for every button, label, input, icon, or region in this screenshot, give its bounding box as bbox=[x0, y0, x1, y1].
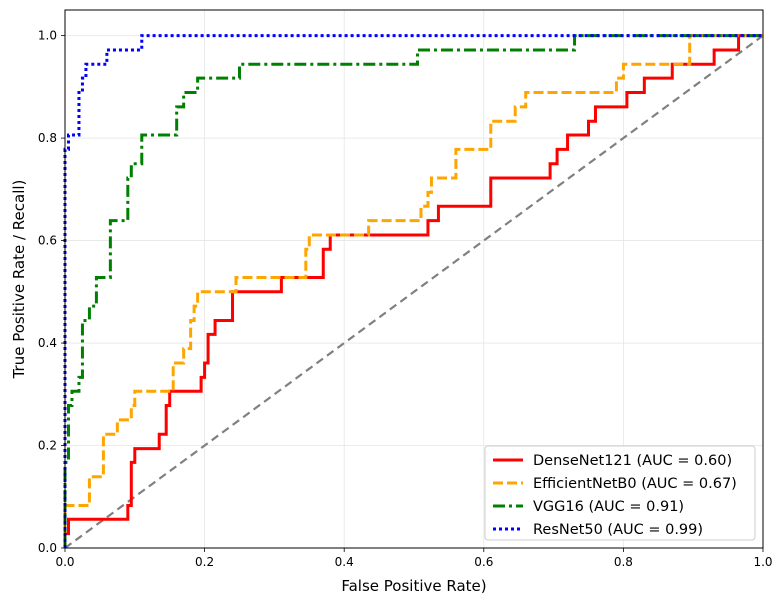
y-tick-label: 0.4 bbox=[38, 336, 57, 350]
x-tick-label: 0.2 bbox=[195, 555, 214, 569]
x-tick-label: 1.0 bbox=[753, 555, 772, 569]
x-tick-label: 0.8 bbox=[614, 555, 633, 569]
series-line-3 bbox=[63, 34, 763, 548]
y-tick-label: 1.0 bbox=[38, 29, 57, 43]
series-line-2 bbox=[63, 34, 763, 548]
axis-ticks: 0.0 0.2 0.4 0.6 0.8 1.0 0.0 0.2 0.4 0.6 0.8 1.0 bbox=[38, 29, 773, 569]
legend: DenseNet121 (AUC = 0.60) EfficientNetB0 (… bbox=[484, 445, 756, 541]
x-tick-label: 0.0 bbox=[55, 555, 74, 569]
x-axis-label: False Positive Rate) bbox=[341, 577, 486, 595]
y-tick-label: 0.2 bbox=[38, 439, 57, 453]
legend-label-3: VGG16 (AUC = 0.91) bbox=[533, 499, 684, 515]
legend-box bbox=[484, 445, 756, 541]
grid bbox=[64, 10, 764, 549]
chance-line bbox=[64, 34, 764, 549]
plot-frame bbox=[64, 9, 764, 549]
x-tick-label: 0.4 bbox=[335, 555, 354, 569]
y-axis-label: True Positive Rate / Recall) bbox=[10, 180, 28, 380]
y-tick-label: 0.0 bbox=[38, 541, 57, 555]
legend-label-1: DenseNet121 (AUC = 0.60) bbox=[533, 453, 732, 469]
chance-diagonal bbox=[64, 34, 764, 549]
series-line-4 bbox=[63, 34, 763, 548]
series-line-1 bbox=[63, 34, 763, 548]
y-tick-label: 0.6 bbox=[38, 234, 57, 248]
x-tick-label: 0.6 bbox=[474, 555, 493, 569]
legend-label-4: ResNet50 (AUC = 0.99) bbox=[533, 522, 703, 538]
legend-label-2: EfficientNetB0 (AUC = 0.67) bbox=[533, 476, 737, 492]
y-tick-label: 0.8 bbox=[38, 131, 57, 145]
series-lines bbox=[63, 34, 763, 548]
